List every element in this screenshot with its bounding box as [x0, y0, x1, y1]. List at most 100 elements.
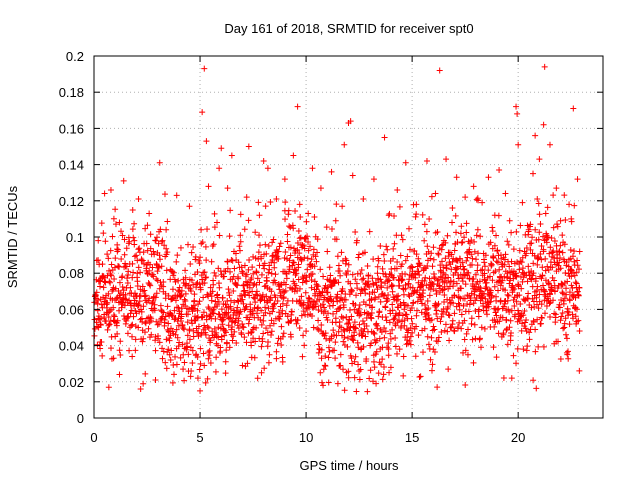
data-point — [156, 159, 163, 166]
data-point-cloud — [523, 317, 530, 324]
data-point-cloud — [150, 273, 157, 280]
data-point-cloud — [122, 296, 129, 303]
data-point-cloud — [556, 248, 563, 255]
data-point-cloud — [188, 277, 195, 284]
data-point-cloud — [571, 272, 578, 279]
data-point-cloud — [387, 258, 394, 265]
data-point-cloud — [493, 354, 500, 361]
data-point-cloud — [572, 313, 579, 320]
data-point-cloud — [240, 324, 247, 331]
data-point-cloud — [326, 348, 333, 355]
data-point-cloud — [312, 253, 319, 260]
data-point-cloud — [482, 252, 489, 259]
data-point — [515, 141, 522, 148]
data-point — [146, 210, 153, 217]
data-point-cloud — [253, 269, 260, 276]
data-point-cloud — [268, 328, 275, 335]
data-point — [385, 212, 392, 219]
data-point-cloud — [561, 320, 568, 327]
data-point — [243, 194, 250, 201]
data-point-cloud — [208, 258, 215, 265]
data-point — [260, 157, 267, 164]
data-point-cloud — [179, 325, 186, 332]
data-point-cloud — [477, 284, 484, 291]
data-point-cloud — [282, 287, 289, 294]
data-point-cloud — [194, 354, 201, 361]
data-point-cloud — [190, 244, 197, 251]
data-point-cloud — [428, 193, 435, 200]
data-point-cloud — [147, 282, 154, 289]
data-point-cloud — [441, 299, 448, 306]
data-point-cloud — [426, 275, 433, 282]
data-point-cloud — [355, 251, 362, 258]
data-point — [407, 246, 414, 253]
data-point-cloud — [291, 245, 298, 252]
data-point-cloud — [454, 324, 461, 331]
data-point-cloud — [113, 322, 120, 329]
data-point-cloud — [377, 345, 384, 352]
data-point-cloud — [433, 291, 440, 298]
data-point-cloud — [562, 216, 569, 223]
data-point-cloud — [383, 298, 390, 305]
data-point-cloud — [140, 288, 147, 295]
data-point-cloud — [408, 315, 415, 322]
data-point-cloud — [163, 365, 170, 372]
data-point — [135, 195, 142, 202]
data-point-cloud — [205, 355, 212, 362]
data-point-cloud — [108, 333, 115, 340]
data-point-cloud — [525, 263, 532, 270]
data-point — [317, 185, 324, 192]
data-point-cloud — [343, 313, 350, 320]
data-point-cloud — [465, 248, 472, 255]
data-point-cloud — [142, 225, 149, 232]
data-point-cloud — [343, 271, 350, 278]
data-point-cloud — [206, 352, 213, 359]
data-point-cloud — [415, 255, 422, 262]
data-point-cloud — [275, 255, 282, 262]
data-point-cloud — [250, 294, 257, 301]
data-point — [201, 65, 208, 72]
data-point-cloud — [476, 278, 483, 285]
data-point-cloud — [468, 290, 475, 297]
data-point — [203, 138, 210, 145]
data-point-cloud — [532, 326, 539, 333]
data-point-cloud — [255, 249, 262, 256]
data-point-cloud — [371, 289, 378, 296]
data-point-cloud — [434, 315, 441, 322]
data-point-cloud — [198, 330, 205, 337]
data-point-cloud — [434, 229, 441, 236]
data-point — [309, 165, 316, 172]
data-point — [517, 300, 524, 307]
data-point — [402, 159, 409, 166]
data-point-cloud — [535, 236, 542, 243]
data-point-cloud — [94, 307, 101, 314]
data-point-cloud — [143, 265, 150, 272]
data-point-cloud — [448, 251, 455, 258]
data-point-cloud — [513, 298, 520, 305]
data-point-cloud — [569, 253, 576, 260]
data-point-cloud — [541, 287, 548, 294]
data-point-cloud — [253, 281, 260, 288]
data-point — [574, 176, 581, 183]
data-point-cloud — [225, 309, 232, 316]
data-point-cloud — [215, 334, 222, 341]
x-tick-label: 5 — [196, 430, 203, 445]
data-point-cloud — [508, 229, 515, 236]
data-point-cloud — [500, 303, 507, 310]
data-point-cloud — [459, 275, 466, 282]
data-point-cloud — [556, 255, 563, 262]
data-point-cloud — [426, 216, 433, 223]
data-point-cloud — [514, 307, 521, 314]
data-point-cloud — [225, 322, 232, 329]
data-point-cloud — [410, 201, 417, 208]
data-point-cloud — [503, 327, 510, 334]
data-point-cloud — [448, 324, 455, 331]
data-point-cloud — [470, 359, 477, 366]
data-point-cloud — [517, 258, 524, 265]
data-point — [570, 105, 577, 112]
data-point-cloud — [368, 315, 375, 322]
data-point-cloud — [127, 302, 134, 309]
data-point — [116, 219, 123, 226]
data-point-cloud — [562, 331, 569, 338]
data-point-cloud — [171, 307, 178, 314]
